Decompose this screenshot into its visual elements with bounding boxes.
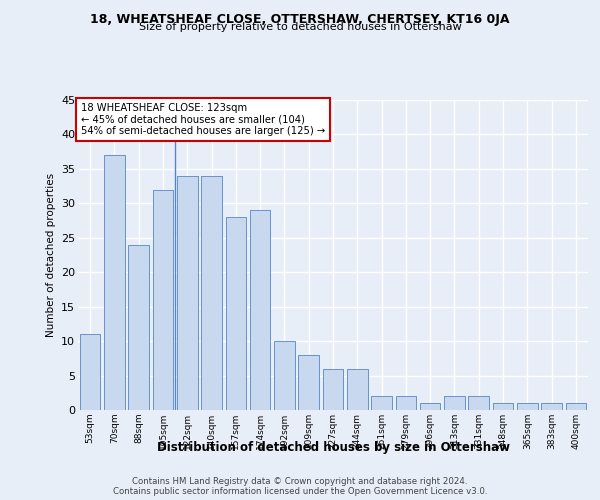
Text: Size of property relative to detached houses in Ottershaw: Size of property relative to detached ho… <box>139 22 461 32</box>
Bar <box>541 403 562 410</box>
Bar <box>517 403 538 410</box>
Bar <box>298 355 319 410</box>
Text: Contains HM Land Registry data © Crown copyright and database right 2024.: Contains HM Land Registry data © Crown c… <box>132 476 468 486</box>
Text: 18 WHEATSHEAF CLOSE: 123sqm
← 45% of detached houses are smaller (104)
54% of se: 18 WHEATSHEAF CLOSE: 123sqm ← 45% of det… <box>81 103 325 136</box>
Bar <box>177 176 197 410</box>
Y-axis label: Number of detached properties: Number of detached properties <box>46 173 56 337</box>
Bar <box>493 403 514 410</box>
Bar <box>104 155 125 410</box>
Bar <box>250 210 271 410</box>
Bar <box>201 176 222 410</box>
Bar <box>420 403 440 410</box>
Bar <box>444 396 465 410</box>
Bar <box>128 244 149 410</box>
Bar <box>566 403 586 410</box>
Bar <box>80 334 100 410</box>
Bar <box>395 396 416 410</box>
Text: Contains public sector information licensed under the Open Government Licence v3: Contains public sector information licen… <box>113 486 487 496</box>
Bar <box>226 217 246 410</box>
Bar <box>371 396 392 410</box>
Text: 18, WHEATSHEAF CLOSE, OTTERSHAW, CHERTSEY, KT16 0JA: 18, WHEATSHEAF CLOSE, OTTERSHAW, CHERTSE… <box>90 12 510 26</box>
Bar <box>469 396 489 410</box>
Bar <box>323 368 343 410</box>
Bar <box>152 190 173 410</box>
Bar <box>274 341 295 410</box>
Bar <box>347 368 368 410</box>
Text: Distribution of detached houses by size in Ottershaw: Distribution of detached houses by size … <box>157 441 509 454</box>
